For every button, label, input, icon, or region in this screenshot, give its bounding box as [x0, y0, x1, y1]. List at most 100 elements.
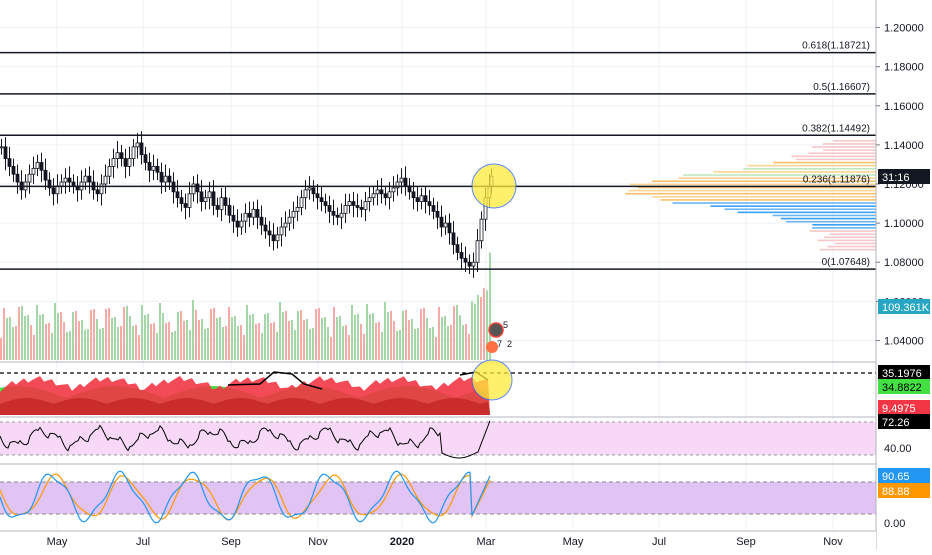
- stoch-value-tag-bg: [878, 483, 930, 498]
- volume-bar: [54, 303, 56, 360]
- profile-bar: [812, 227, 876, 229]
- candle-body: [163, 175, 168, 183]
- time-tick-label: Mar: [477, 536, 496, 548]
- volume-bar: [381, 332, 383, 360]
- osc-dark-area: [0, 398, 490, 415]
- candle-body: [447, 222, 452, 234]
- candle-body: [347, 201, 352, 206]
- volume-bar: [102, 328, 104, 360]
- time-axis[interactable]: May Jul Sep Nov 2020 Mar May Jul Sep Nov: [0, 530, 876, 550]
- rsi-tick-label: 40.00: [884, 443, 912, 455]
- candle-body: [323, 201, 328, 206]
- volume-bar: [168, 322, 170, 360]
- volume-bar: [285, 311, 287, 360]
- profile-bar: [628, 189, 876, 192]
- volume-bar: [90, 310, 92, 360]
- price-axis[interactable]: 1.200001.180001.160001.140001.120001.100…: [875, 0, 932, 550]
- candle-body: [363, 201, 368, 210]
- volume-bar: [234, 316, 236, 360]
- volume-bar: [216, 318, 218, 360]
- volume-bar: [111, 318, 113, 360]
- profile-bar: [795, 158, 876, 161]
- price-tick-label: 1.10000: [884, 218, 924, 230]
- volume-bar: [255, 324, 257, 360]
- volume-bar: [117, 327, 119, 360]
- profile-bar: [678, 177, 876, 179]
- osc-value-tag-bg: [878, 400, 930, 415]
- price-tick-label: 1.20000: [884, 23, 924, 35]
- volume-bar: [60, 312, 62, 360]
- volume-bar: [276, 332, 278, 360]
- candle-body: [207, 191, 212, 199]
- volume-bar: [444, 316, 446, 360]
- volume-bar: [159, 303, 161, 360]
- candle-body: [95, 189, 100, 195]
- candle-body: [195, 183, 200, 193]
- volume-bar: [129, 316, 131, 360]
- candle-body: [67, 177, 72, 183]
- volume-bar: [219, 317, 221, 360]
- volume-bar: [3, 308, 5, 360]
- volume-bar: [297, 311, 299, 360]
- emoji-count: 2: [507, 339, 512, 349]
- profile-bar: [637, 186, 876, 189]
- time-tick-label: May: [47, 536, 68, 548]
- volume-bar: [36, 305, 38, 360]
- candle-body: [311, 187, 316, 195]
- candle-body: [215, 205, 220, 210]
- fibonacci-levels[interactable]: 0.618(1.18721) 0.5(1.16607) 0.382(1.14492)…: [0, 41, 876, 270]
- volume-bar: [462, 325, 464, 360]
- candle-body: [355, 205, 360, 208]
- highlight-circle: [471, 163, 517, 209]
- stoch-tick-label: 0.00: [884, 518, 905, 530]
- profile-bar: [713, 171, 876, 173]
- volume-bar: [360, 324, 362, 360]
- volume-bar: [210, 309, 212, 360]
- candle-body: [459, 252, 464, 259]
- volume-bar: [42, 314, 44, 360]
- profile-bar: [672, 202, 876, 204]
- profile-bar: [829, 233, 876, 235]
- candle-body: [203, 197, 208, 202]
- rsi-pane: [0, 416, 876, 459]
- volume-bar: [471, 301, 473, 360]
- volume-bar: [15, 326, 17, 360]
- volume-bar: [390, 311, 392, 360]
- volume-bar: [261, 333, 263, 360]
- profile-bar: [823, 149, 876, 151]
- volume-bar: [294, 330, 296, 360]
- candle-body: [379, 189, 384, 195]
- candle-body: [183, 203, 188, 208]
- fib-label: 0.5(1.16607): [813, 82, 870, 93]
- volume-bar: [288, 321, 290, 360]
- volume-bar: [429, 328, 431, 360]
- profile-bar: [683, 174, 876, 176]
- candle-body: [179, 197, 184, 204]
- candle-body: [443, 222, 448, 228]
- volume-value-tag-bg: [878, 299, 930, 314]
- volume-bar: [375, 323, 377, 360]
- volume-bar: [411, 319, 413, 360]
- time-tick-label: Jul: [136, 536, 150, 548]
- candle-body: [15, 173, 20, 183]
- volume-bar: [21, 306, 23, 360]
- emoji-count: 7: [497, 339, 502, 349]
- volume-bar: [258, 323, 260, 360]
- candle-body: [331, 210, 336, 216]
- volume-bar: [324, 317, 326, 360]
- volume-bar: [225, 326, 227, 360]
- emoji-icon: [488, 322, 504, 338]
- candle-body: [247, 212, 252, 218]
- candle-body: [403, 177, 408, 187]
- osc-value-tag: 34.8822: [882, 382, 922, 394]
- volume-bar: [39, 315, 41, 360]
- volume-bar: [357, 314, 359, 360]
- candle-body: [387, 191, 392, 199]
- candle-body: [467, 261, 472, 267]
- candle-body: [287, 216, 292, 224]
- candle-body: [139, 142, 144, 156]
- candle-body: [271, 234, 276, 242]
- candle-body: [303, 189, 308, 199]
